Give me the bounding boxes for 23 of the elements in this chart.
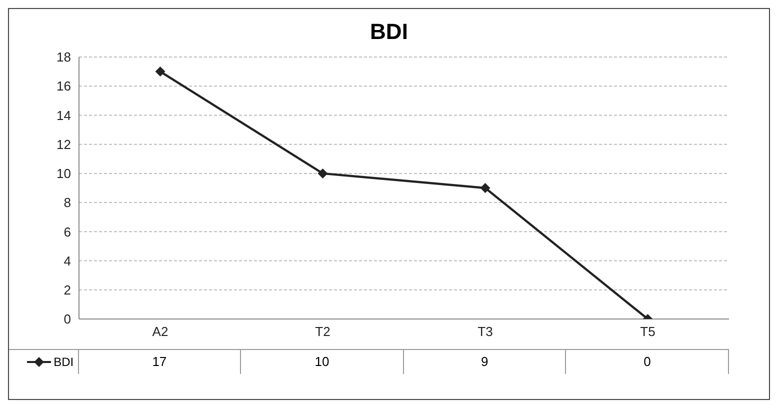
- legend-label: BDI: [9, 350, 79, 374]
- data-label: 17: [78, 350, 242, 374]
- x-tick-label: T2: [315, 324, 330, 340]
- y-tick-label: 14: [56, 108, 71, 123]
- data-label: 9: [404, 350, 566, 374]
- y-tick-label: 8: [64, 195, 71, 210]
- y-tick-label: 4: [64, 253, 71, 268]
- x-tick-label: A2: [152, 324, 168, 340]
- y-tick-label: 12: [56, 136, 71, 152]
- point: [318, 168, 328, 178]
- y-tick-label: 0: [64, 312, 71, 327]
- y-tick-label: 18: [56, 50, 71, 65]
- x-tick-label: T3: [478, 324, 493, 340]
- point: [480, 183, 490, 193]
- y-tick-label: 16: [56, 78, 71, 94]
- data-label: 0: [566, 350, 730, 374]
- chart-title: BDI: [369, 19, 409, 46]
- y-tick-label: 2: [64, 282, 71, 298]
- point: [155, 66, 166, 77]
- x-tick-label: T5: [640, 324, 656, 340]
- data-label: 10: [241, 350, 404, 374]
- y-tick-label: 10: [56, 166, 71, 182]
- y-tick-label: 6: [64, 224, 71, 240]
